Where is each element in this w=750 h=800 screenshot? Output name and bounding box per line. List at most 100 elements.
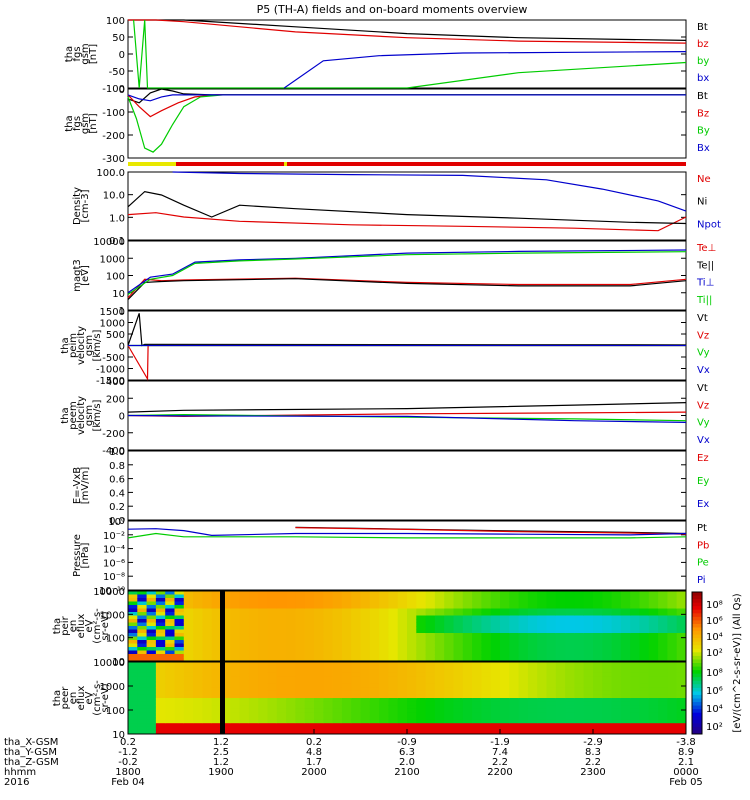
heatmap-cell	[276, 719, 287, 724]
heatmap-cell	[658, 665, 668, 670]
heatmap-cell	[509, 676, 520, 681]
heatmap-cell	[128, 647, 138, 651]
heatmap-cell	[416, 608, 427, 613]
heatmap-cell	[221, 705, 231, 710]
heatmap-cell	[518, 705, 529, 710]
heatmap-cell	[183, 672, 194, 677]
heatmap-cell	[593, 633, 603, 637]
heatmap-cell	[555, 605, 566, 609]
heatmap-cell	[481, 608, 492, 613]
heatmap-cell	[351, 619, 361, 623]
heatmap-cell	[202, 612, 213, 616]
heatmap-cell	[574, 705, 585, 710]
heatmap-cell	[397, 598, 408, 602]
heatmap-cell	[397, 694, 408, 699]
heatmap-cell	[295, 672, 306, 677]
heatmap-cell	[314, 594, 324, 599]
x-tick-label: 0000	[673, 767, 698, 778]
heatmap-cell	[146, 633, 157, 637]
heatmap-cell	[388, 619, 399, 623]
heatmap-cell	[518, 643, 529, 648]
heatmap-cell	[314, 730, 324, 735]
heatmap-cell	[369, 669, 380, 674]
heatmap-cell	[314, 669, 324, 674]
heatmap-cell	[555, 662, 566, 667]
heatmap-cell	[202, 643, 213, 648]
colorbar-cell	[692, 702, 702, 707]
heatmap-cell	[267, 694, 278, 699]
heatmap-cell	[276, 730, 287, 735]
heatmap-cell	[388, 612, 399, 616]
heatmap-cell	[379, 719, 389, 724]
heatmap-cell	[230, 694, 241, 699]
heatmap-cell	[323, 719, 334, 724]
heatmap-cell	[202, 680, 213, 685]
heatmap-cell	[620, 647, 631, 651]
heatmap-cell	[388, 626, 399, 630]
heatmap-cell	[518, 601, 529, 606]
heatmap-cell	[630, 654, 640, 658]
heatmap-cell	[183, 662, 194, 667]
heatmap-cell	[211, 716, 222, 721]
heatmap-cell	[360, 690, 371, 695]
heatmap-cell	[630, 605, 640, 609]
heatmap-cell	[527, 612, 538, 616]
heatmap-cell	[183, 615, 194, 620]
heatmap-cell	[472, 687, 482, 692]
y-axis-label: [eV]	[80, 265, 91, 286]
heatmap-cell	[165, 730, 175, 735]
heatmap-cell	[323, 612, 334, 616]
heatmap-cell	[323, 633, 334, 637]
heatmap-cell	[462, 626, 473, 630]
heatmap-cell	[202, 698, 213, 703]
heatmap-cell	[620, 669, 631, 674]
heatmap-cell	[388, 694, 399, 699]
heatmap-cell	[388, 665, 399, 670]
heatmap-cell	[537, 669, 547, 674]
x-tick-label: -0.2	[118, 757, 138, 768]
heatmap-cell	[248, 647, 259, 651]
heatmap-cell	[193, 657, 203, 662]
heatmap-cell	[230, 605, 241, 609]
heatmap-cell	[360, 615, 371, 620]
heatmap-cell	[146, 690, 157, 695]
heatmap-cell	[314, 701, 324, 706]
heatmap-cell	[667, 662, 678, 667]
heatmap-cell	[137, 672, 148, 677]
heatmap-cell	[500, 629, 510, 634]
heatmap-cell	[202, 730, 213, 735]
y-tick-label: 1	[119, 306, 125, 317]
heatmap-cell	[397, 629, 408, 634]
heatmap-cell	[276, 694, 287, 699]
y-axis-label: gsm	[84, 335, 95, 356]
heatmap-cell	[276, 640, 287, 644]
heatmap-cell	[174, 626, 185, 630]
heatmap-cell	[658, 726, 668, 731]
heatmap-cell	[481, 601, 492, 606]
y-tick-label: 10000	[93, 237, 125, 248]
heatmap-cell	[583, 622, 594, 627]
heatmap-cell	[202, 657, 213, 662]
heatmap-cell	[137, 598, 148, 602]
heatmap-cell	[500, 716, 510, 721]
heatmap-cell	[490, 672, 501, 677]
heatmap-cell	[360, 633, 371, 637]
heatmap-cell	[444, 647, 454, 651]
heatmap-cell	[239, 687, 250, 692]
heatmap-cell	[462, 669, 473, 674]
heatmap-cell	[146, 608, 157, 613]
heatmap-cell	[648, 690, 659, 695]
heatmap-cell	[527, 643, 538, 648]
heatmap-cell	[323, 615, 334, 620]
heatmap-cell	[202, 687, 213, 692]
heatmap-cell	[211, 605, 222, 609]
heatmap-cell	[165, 626, 175, 630]
y-tick-label: 1000	[100, 682, 125, 693]
heatmap-cell	[602, 598, 613, 602]
heatmap-cell	[611, 680, 622, 685]
heatmap-cell	[286, 612, 296, 616]
heatmap-cell	[332, 612, 343, 616]
heatmap-cell	[546, 701, 557, 706]
heatmap-cell	[611, 669, 622, 674]
heatmap-cell	[267, 657, 278, 662]
